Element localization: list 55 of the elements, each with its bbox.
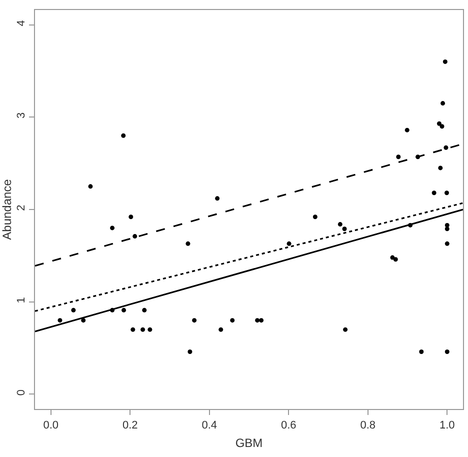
point <box>148 327 152 332</box>
point <box>110 226 115 230</box>
point <box>432 190 436 196</box>
point <box>188 349 192 354</box>
point <box>436 121 442 126</box>
point <box>81 318 86 323</box>
point <box>140 327 146 332</box>
point <box>71 308 76 312</box>
point <box>444 145 448 150</box>
point <box>255 318 260 323</box>
x-tick-label: 0.0 <box>43 419 58 432</box>
point <box>128 214 134 220</box>
point <box>444 190 449 196</box>
x-axis-title: GBM <box>235 436 263 450</box>
x-tick-label: 0.4 <box>202 419 218 432</box>
y-tick-label: 1 <box>16 297 28 304</box>
point <box>393 257 398 262</box>
x-tick-label: 0.6 <box>280 419 296 432</box>
y-tick-label: 2 <box>16 204 28 211</box>
point <box>312 214 318 220</box>
point <box>444 222 450 228</box>
point <box>444 226 450 232</box>
point <box>419 349 424 354</box>
point <box>259 318 264 323</box>
y-axis-title: Abundance <box>0 178 14 240</box>
y-tick-label: 0 <box>16 390 28 396</box>
point <box>343 327 348 332</box>
y-tick-label: 4 <box>16 20 28 26</box>
point <box>142 308 147 312</box>
point <box>215 196 220 201</box>
point <box>230 318 235 323</box>
point <box>396 154 401 160</box>
point <box>132 234 138 239</box>
point <box>186 241 190 246</box>
point <box>404 128 410 132</box>
x-tick-label: 0.8 <box>360 419 376 432</box>
point <box>88 184 93 189</box>
point <box>342 226 347 232</box>
point <box>122 308 126 312</box>
point <box>130 327 136 332</box>
point <box>438 166 443 170</box>
x-tick-label: 1.0 <box>440 419 455 432</box>
y-tick-label: 3 <box>16 112 28 119</box>
point <box>440 101 446 106</box>
point <box>121 133 126 138</box>
point <box>444 349 450 354</box>
x-tick-label: 0.2 <box>122 419 138 432</box>
point <box>286 241 292 246</box>
point <box>218 327 224 332</box>
point <box>444 241 450 246</box>
point <box>442 59 448 64</box>
point <box>338 222 342 227</box>
point <box>58 318 62 323</box>
point <box>192 318 197 323</box>
point <box>440 124 444 129</box>
